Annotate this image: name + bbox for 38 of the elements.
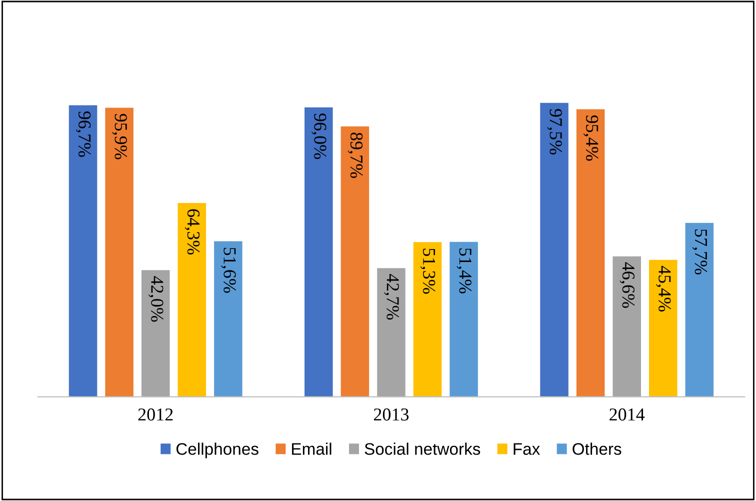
bar [68,105,98,397]
bar [685,222,714,397]
bar [304,107,333,397]
x-tick-label: 2013 [374,408,409,421]
bar [612,256,641,397]
data-label: 95,4% [583,115,598,161]
legend-label: Others [572,442,622,455]
data-label: 97,5% [547,109,562,154]
bar [141,270,170,397]
data-label: 51,3% [420,248,436,294]
data-label: 42,0% [148,276,164,322]
data-label: 96,0% [312,114,326,159]
data-label: 57,7% [692,229,708,274]
data-label: 96,7% [76,111,91,157]
data-label: 89,7% [348,132,363,178]
legend-label: Email [292,442,332,455]
bar [377,268,406,397]
bar [649,260,678,397]
bar [105,108,134,397]
bar [576,109,605,397]
data-label: 51,6% [221,248,236,293]
data-label: 46,6% [620,262,635,308]
bar [178,202,206,397]
bar [214,241,242,397]
data-label: 51,4% [456,248,472,294]
bar [540,102,568,397]
x-tick-label: 2012 [138,408,173,421]
bar [340,126,370,397]
data-label: 64,3% [184,209,200,255]
x-tick-label: 2014 [610,408,645,421]
legend-label: Fax [514,443,540,455]
bar [450,242,478,397]
bar [413,242,442,397]
legend-label: Cellphones [176,442,258,458]
data-label: 45,4% [656,266,671,312]
data-label: 42,7% [384,274,399,320]
legend-label: Social networks [364,442,480,455]
data-label: 95,9% [112,114,127,160]
